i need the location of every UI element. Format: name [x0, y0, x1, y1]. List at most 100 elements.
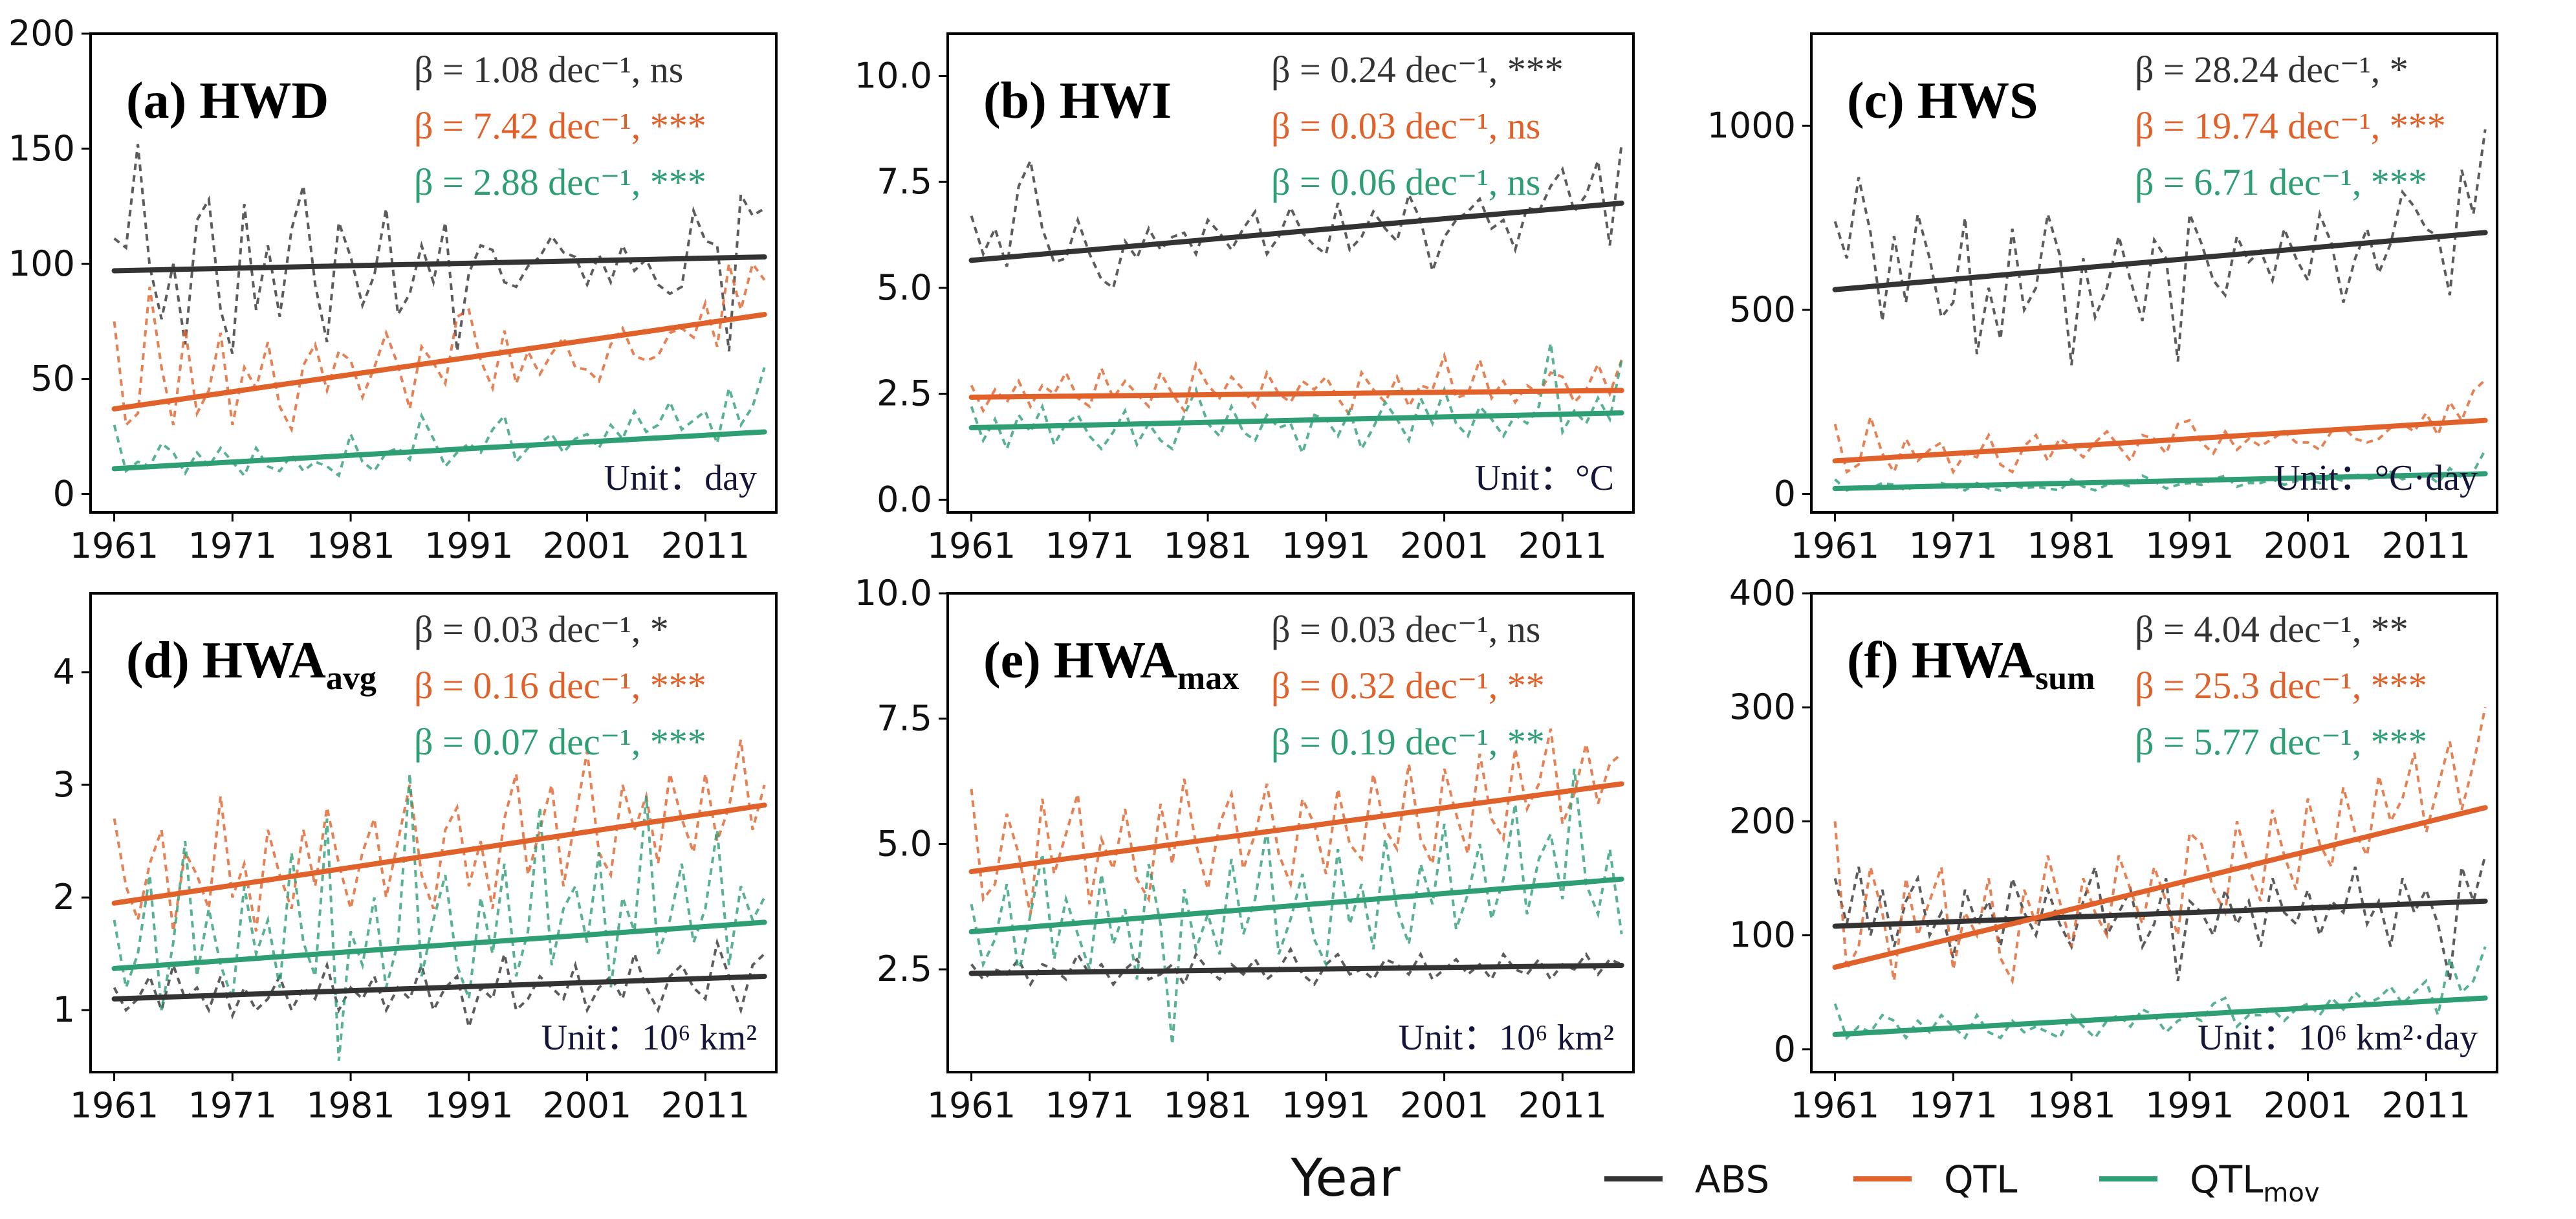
trend-qtl: [111, 802, 767, 906]
legend: ABS QTL QTLmov: [1604, 1158, 2320, 1208]
x-tick-label: 1981: [306, 525, 395, 566]
x-tick-label: 1971: [1909, 525, 1998, 566]
x-tick-label: 1991: [424, 525, 513, 566]
y-tick-label: 1: [53, 989, 75, 1030]
unit-label: Unit：10⁶ km²·day: [2198, 1018, 2478, 1058]
trend-qtl: [968, 781, 1624, 875]
panel-title-subscript: avg: [326, 660, 377, 697]
y-tick-label: 10.0: [855, 55, 932, 96]
x-tick-label: 2011: [661, 1085, 750, 1126]
unit-label: Unit：day: [604, 458, 757, 498]
beta-stat: β = 0.03 dec⁻¹, ns: [1271, 608, 1540, 650]
beta-stat: β = 4.04 dec⁻¹, **: [2135, 608, 2408, 650]
y-tick-label: 300: [1729, 686, 1796, 727]
series-qtl-mov-line: [970, 342, 1623, 457]
x-tick-label: 2001: [543, 525, 631, 566]
panel-title-subscript: sum: [2035, 660, 2095, 697]
plot-frame: [89, 32, 778, 514]
x-tick-label: 2011: [1518, 1085, 1607, 1126]
y-tick-label: 50: [30, 358, 75, 399]
trend-abs: [1832, 230, 2488, 292]
panel-2: 0.0 2.5 5.0 7.5 10.0 1961 1971 1981 1991 2001 2011…: [855, 32, 1635, 566]
x-tick-label: 1981: [1163, 1085, 1252, 1126]
series-abs-line: [113, 938, 766, 1033]
y-tick-label: 100: [8, 243, 75, 284]
legend-label-main: QTL: [2190, 1158, 2263, 1202]
panel-title-main: (c) HWS: [1847, 72, 2038, 129]
x-tick-label: 2001: [1400, 525, 1489, 566]
y-tick-label: 150: [8, 128, 75, 169]
y-tick-label: 0: [1774, 474, 1796, 514]
x-tick-label: 1991: [2145, 525, 2234, 566]
trend-qtl-mov: [1832, 471, 2488, 491]
x-tick-label: 1961: [1791, 525, 1879, 566]
beta-stat: β = 6.71 dec⁻¹, ***: [2135, 161, 2427, 203]
beta-stat: β = 0.03 dec⁻¹, *: [414, 608, 669, 650]
series-qtl-line: [1833, 707, 2487, 985]
series-abs-line: [113, 144, 765, 355]
x-tick-label: 2011: [661, 525, 750, 566]
x-tick-label: 1961: [70, 525, 158, 566]
y-tick-label: 0: [1774, 1029, 1796, 1070]
trend-qtl-mov: [968, 410, 1624, 431]
x-tick-label: 1991: [1282, 525, 1370, 566]
series-qtl-line: [113, 261, 766, 434]
x-tick-label: 1991: [424, 1085, 513, 1126]
series-qtl-mov-line: [970, 768, 1623, 1045]
legend-item-2: QTL: [1853, 1158, 2017, 1202]
x-tick-label: 1961: [70, 1085, 158, 1126]
panel-title-subscript: max: [1177, 660, 1239, 697]
panel-title: (c) HWS: [1847, 72, 2038, 129]
beta-stat: β = 0.06 dec⁻¹, ns: [1271, 161, 1540, 203]
legend-item-1: ABS: [1604, 1158, 1769, 1202]
beta-stat: β = 1.08 dec⁻¹, ns: [414, 49, 683, 91]
trend-abs: [968, 200, 1624, 263]
unit-label: Unit：10⁶ km²: [1399, 1018, 1614, 1058]
y-tick-label: 7.5: [877, 161, 932, 202]
trend-qtl: [1832, 417, 2488, 464]
x-tick-label: 2001: [2264, 525, 2352, 566]
beta-stat: β = 19.74 dec⁻¹, ***: [2135, 105, 2446, 147]
trend-abs: [111, 254, 767, 274]
trend-abs: [1832, 898, 2488, 929]
series-abs-line: [1833, 129, 2487, 366]
plot-frame: [89, 592, 778, 1073]
trend-qtl-mov: [111, 429, 767, 472]
y-tick-label: 3: [53, 764, 75, 805]
beta-stat: β = 0.32 dec⁻¹, **: [1271, 664, 1545, 707]
x-tick-label: 2011: [2382, 525, 2471, 566]
y-tick-label: 5.0: [877, 823, 932, 864]
panel-title-main: (b) HWI: [983, 72, 1172, 129]
x-tick-label: 1961: [1791, 1085, 1879, 1126]
x-tick-label: 1961: [927, 525, 1016, 566]
unit-label: Unit：°C·day: [2274, 458, 2478, 498]
y-tick-label: 2.5: [877, 949, 932, 989]
beta-stat: β = 0.19 dec⁻¹, **: [1271, 721, 1545, 763]
series-qtl-line: [970, 351, 1623, 419]
x-tick-label: 1981: [2027, 525, 2115, 566]
x-tick-label: 2001: [2264, 1085, 2352, 1126]
legend-label: ABS: [1695, 1158, 1769, 1202]
trend-qtl: [968, 388, 1624, 400]
beta-stat: β = 0.16 dec⁻¹, ***: [414, 664, 706, 707]
beta-stat: β = 25.3 dec⁻¹, ***: [2135, 664, 2427, 707]
trend-qtl: [1832, 805, 2488, 970]
panel-6: 0 100 200 300 400 1961 1971 1981 1991 2001 2011 (f)…: [1729, 573, 2498, 1126]
x-tick-label: 1971: [1045, 1085, 1134, 1126]
x-tick-label: 1971: [188, 1085, 277, 1126]
beta-stat: β = 7.42 dec⁻¹, ***: [414, 105, 706, 147]
legend-label-main: QTL: [1944, 1158, 2017, 1202]
x-tick-label: 1981: [2027, 1085, 2115, 1126]
x-tick-label: 1971: [188, 525, 277, 566]
y-tick-label: 7.5: [877, 698, 932, 739]
x-tick-label: 1981: [1163, 525, 1252, 566]
trend-abs: [111, 974, 767, 1002]
unit-label: Unit：10⁶ km²: [541, 1018, 757, 1058]
panel-title: (d) HWAavg: [126, 632, 377, 697]
series-qtl-line: [970, 728, 1622, 915]
panel-title: (e) HWAmax: [983, 632, 1239, 697]
y-tick-label: 0: [53, 474, 75, 514]
panel-title: (f) HWAsum: [1847, 632, 2095, 697]
trend-qtl-mov: [111, 919, 767, 971]
